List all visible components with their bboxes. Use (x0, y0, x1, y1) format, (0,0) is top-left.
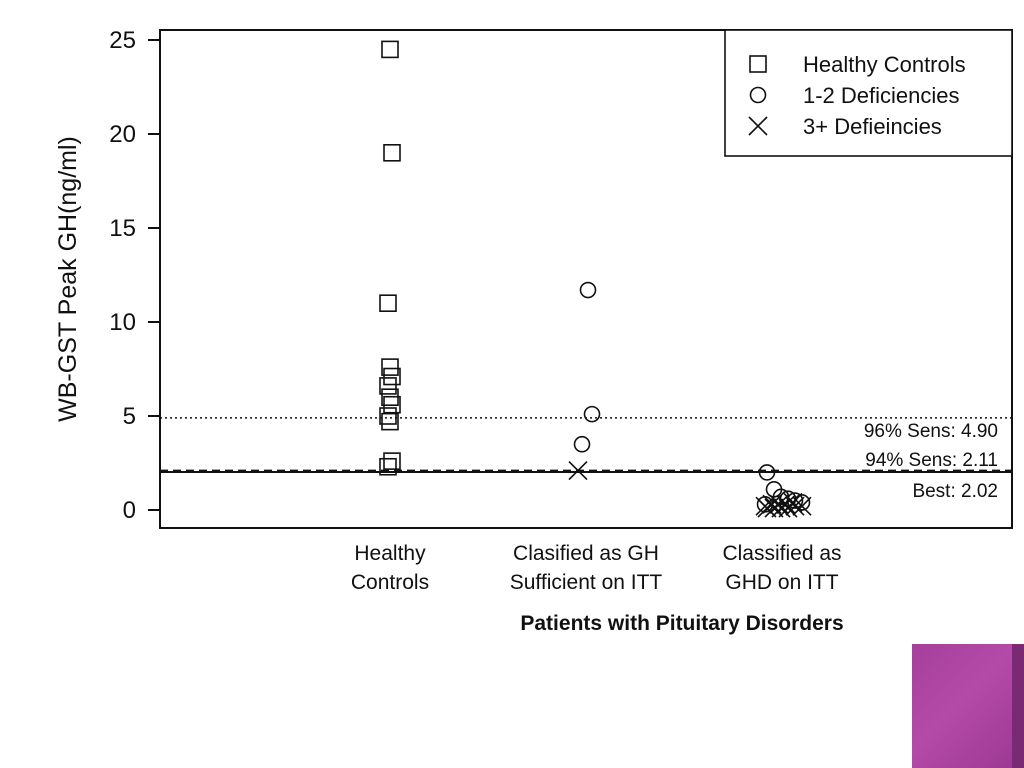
x-category-label: Classified as (722, 542, 841, 565)
reference-line-label: 96% Sens: 4.90 (864, 421, 998, 442)
data-point-square (379, 457, 397, 476)
x-category-label: Controls (351, 571, 429, 594)
x-category-label: Healthy (354, 542, 426, 565)
y-tick-label: 15 (109, 215, 136, 242)
data-point-square (383, 395, 401, 414)
data-point-circle (579, 281, 597, 299)
legend-label: 3+ Defieincies (803, 114, 942, 139)
data-point-cross (762, 494, 782, 514)
y-tick-label: 10 (109, 309, 136, 336)
data-point-square (381, 412, 399, 431)
reference-line-label: Best: 2.02 (912, 481, 998, 502)
data-point-square (379, 294, 397, 313)
x-category-label: Sufficient on ITT (510, 571, 663, 594)
legend-label: Healthy Controls (803, 52, 966, 77)
data-point-square (379, 407, 397, 425)
data-point-square (383, 452, 401, 470)
data-point-circle (758, 464, 776, 481)
data-point-square (381, 358, 399, 376)
data-point-cross (568, 460, 588, 481)
legend-box (724, 29, 1013, 157)
data-point-circle (583, 405, 601, 423)
x-category-label: GHD on ITT (725, 571, 838, 594)
y-axis-label: WB-GST Peak GH(ng/ml) (54, 136, 82, 422)
x-category-label: Clasified as GH (513, 542, 659, 565)
legend-marker-cross (748, 116, 768, 136)
y-tick-label: 5 (123, 403, 136, 430)
data-point-square (381, 40, 399, 59)
data-point-square (383, 144, 401, 162)
y-tick-label: 0 (123, 497, 136, 524)
decorative-magenta-block (912, 644, 1024, 768)
legend-marker-square (749, 55, 767, 73)
data-point-square (383, 367, 401, 386)
reference-line-label: 94% Sens: 2.11 (865, 450, 998, 471)
data-point-cross (783, 492, 803, 513)
legend-label: 1-2 Deficiencies (803, 83, 960, 108)
legend-marker-circle (749, 86, 767, 104)
data-point-circle (573, 435, 591, 453)
plot-frame (159, 29, 1013, 529)
data-point-cross (776, 494, 796, 514)
decorative-block-edge (1012, 644, 1024, 768)
y-tick-label: 20 (109, 121, 136, 148)
y-tick-label: 25 (109, 27, 136, 54)
x-axis-label: Patients with Pituitary Disorders (520, 612, 843, 635)
data-point-square (379, 377, 397, 395)
